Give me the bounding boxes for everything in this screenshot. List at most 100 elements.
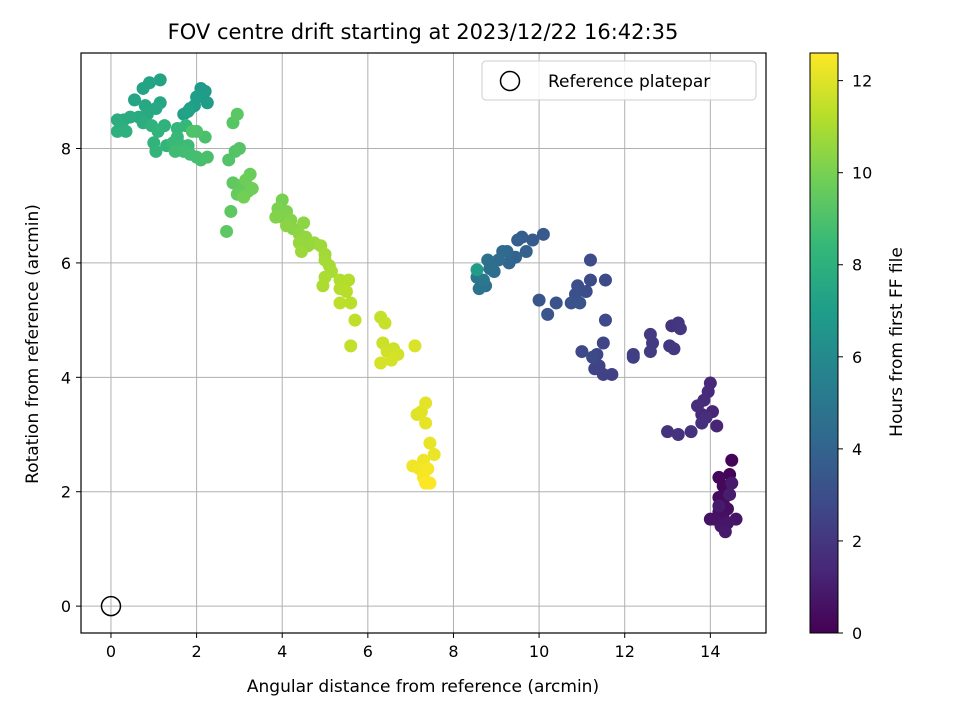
data-point bbox=[280, 219, 293, 233]
x-tick-label: 0 bbox=[106, 642, 116, 661]
y-axis-label: Rotation from reference (arcmin) bbox=[23, 204, 43, 484]
x-tick-label: 14 bbox=[700, 642, 720, 661]
colorbar-tick-label: 0 bbox=[852, 624, 862, 643]
data-point bbox=[230, 107, 244, 121]
data-point bbox=[718, 525, 732, 539]
colorbar-tick-label: 12 bbox=[852, 72, 872, 91]
data-points bbox=[110, 73, 743, 539]
data-point bbox=[586, 350, 600, 364]
colorbar: 0 2 4 6 8 10 12 Hours from first FF file bbox=[809, 52, 907, 643]
y-tick-label: 4 bbox=[61, 368, 71, 387]
data-point bbox=[348, 313, 362, 327]
data-point bbox=[667, 342, 681, 356]
data-point bbox=[671, 428, 685, 442]
data-point bbox=[384, 353, 398, 367]
data-point bbox=[549, 296, 563, 310]
y-tick-label: 6 bbox=[61, 254, 71, 273]
data-point bbox=[575, 345, 589, 359]
data-point bbox=[153, 73, 167, 87]
data-point bbox=[237, 190, 251, 204]
data-point bbox=[598, 313, 612, 327]
colorbar-ticks: 0 2 4 6 8 10 12 bbox=[838, 72, 872, 643]
x-tick-label: 4 bbox=[277, 642, 287, 661]
data-point bbox=[344, 296, 358, 310]
data-point bbox=[470, 263, 484, 277]
data-point bbox=[725, 476, 739, 490]
colorbar-tick-label: 6 bbox=[852, 348, 862, 367]
data-point bbox=[419, 396, 433, 410]
data-point bbox=[723, 488, 737, 502]
y-tick-label: 2 bbox=[61, 483, 71, 502]
data-point bbox=[220, 224, 234, 238]
x-tick-label: 12 bbox=[615, 642, 635, 661]
y-axis-ticks: 0 2 4 6 8 bbox=[61, 140, 81, 616]
data-point bbox=[378, 316, 392, 330]
data-point bbox=[344, 339, 358, 353]
data-point bbox=[519, 244, 533, 258]
data-point bbox=[684, 425, 698, 439]
plot-frame bbox=[80, 52, 767, 634]
data-point bbox=[408, 339, 422, 353]
data-point bbox=[598, 273, 612, 287]
data-point bbox=[119, 124, 133, 138]
legend: Reference platepar bbox=[481, 60, 757, 101]
legend-reference-marker bbox=[499, 70, 521, 92]
x-axis-ticks: 0 2 4 6 8 10 12 14 bbox=[106, 633, 721, 661]
data-point bbox=[626, 350, 640, 364]
colorbar-tick-label: 10 bbox=[852, 164, 872, 183]
colorbar-gradient bbox=[809, 52, 839, 634]
colorbar-tick-label: 8 bbox=[852, 256, 862, 275]
data-point bbox=[583, 253, 597, 267]
data-point bbox=[423, 436, 437, 450]
data-point bbox=[316, 279, 330, 293]
data-point bbox=[712, 499, 726, 513]
y-tick-label: 0 bbox=[61, 597, 71, 616]
data-point bbox=[427, 448, 441, 462]
data-point bbox=[374, 356, 388, 370]
x-tick-label: 10 bbox=[529, 642, 549, 661]
data-point bbox=[224, 204, 238, 218]
data-point bbox=[573, 296, 587, 310]
data-point bbox=[419, 416, 433, 430]
data-point bbox=[725, 453, 739, 467]
data-point bbox=[536, 227, 550, 241]
data-point bbox=[294, 244, 308, 258]
data-point bbox=[200, 150, 214, 164]
legend-entry-reference-platepar: Reference platepar bbox=[548, 72, 710, 92]
data-point bbox=[673, 322, 687, 336]
data-point bbox=[200, 96, 214, 110]
data-point bbox=[596, 336, 610, 350]
data-point bbox=[502, 256, 516, 270]
data-point bbox=[128, 93, 142, 107]
data-point bbox=[511, 233, 525, 247]
data-point bbox=[232, 142, 246, 156]
data-point bbox=[333, 296, 347, 310]
data-point bbox=[661, 425, 675, 439]
data-point bbox=[691, 399, 704, 413]
data-point bbox=[583, 273, 597, 287]
data-point bbox=[419, 476, 433, 490]
data-point bbox=[526, 233, 540, 247]
data-point bbox=[643, 345, 657, 359]
data-point bbox=[149, 144, 163, 158]
data-point bbox=[491, 253, 505, 267]
data-point bbox=[181, 104, 195, 118]
reference-platepar-marker bbox=[100, 595, 122, 617]
data-point bbox=[297, 216, 311, 230]
data-point bbox=[476, 273, 490, 287]
chart-title: FOV centre drift starting at 2023/12/22 … bbox=[168, 20, 679, 44]
data-point bbox=[339, 285, 353, 299]
x-tick-label: 8 bbox=[448, 642, 458, 661]
data-point bbox=[151, 124, 165, 138]
data-point bbox=[532, 293, 546, 307]
data-point bbox=[695, 416, 709, 430]
colorbar-tick-label: 4 bbox=[852, 440, 862, 459]
data-point bbox=[481, 253, 495, 267]
colorbar-tick-label: 2 bbox=[852, 532, 862, 551]
x-tick-label: 6 bbox=[363, 642, 373, 661]
x-axis-label: Angular distance from reference (arcmin) bbox=[247, 677, 599, 697]
y-tick-label: 8 bbox=[61, 140, 71, 159]
data-point bbox=[541, 307, 555, 321]
